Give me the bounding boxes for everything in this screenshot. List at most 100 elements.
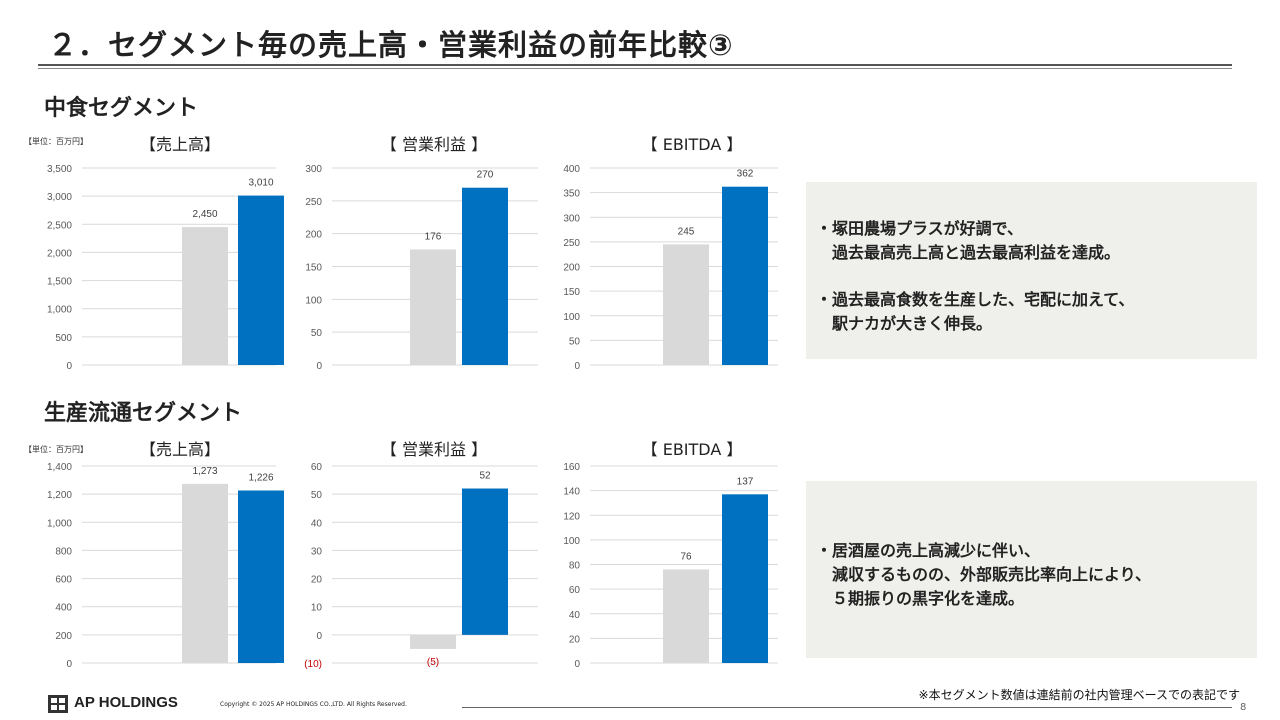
y-tick-label: 1,200 bbox=[47, 490, 72, 501]
note-line: 過去最高売上高と過去最高利益を達成。 bbox=[816, 243, 1121, 262]
y-tick-label: 200 bbox=[55, 631, 72, 642]
y-tick-label: 350 bbox=[563, 189, 580, 200]
y-tick-label: 40 bbox=[569, 610, 581, 621]
y-tick-label: 0 bbox=[66, 659, 72, 670]
y-tick-label: 800 bbox=[55, 546, 72, 557]
y-tick-label: 60 bbox=[311, 462, 323, 473]
data-label: 176 bbox=[425, 231, 442, 242]
y-tick-label: 100 bbox=[563, 312, 580, 323]
y-tick-label: 150 bbox=[305, 263, 322, 274]
y-tick-label: 400 bbox=[55, 603, 72, 614]
y-tick-label: 0 bbox=[574, 659, 580, 670]
bar-prev-year bbox=[663, 244, 709, 365]
y-tick-label: 200 bbox=[563, 263, 580, 274]
y-tick-label: 1,400 bbox=[47, 462, 72, 473]
y-tick-label: 120 bbox=[563, 511, 580, 522]
title-divider bbox=[38, 64, 1232, 66]
sales-chart-nakashoku: 0 500 1,000 1,500 2,000 2,500 3,000 3,500 2,450 3… bbox=[47, 164, 284, 372]
y-tick-label: 600 bbox=[55, 575, 72, 586]
chart-title-operating-profit: 【 営業利益 】 bbox=[380, 135, 488, 154]
y-tick-label: 300 bbox=[305, 164, 322, 175]
bar-prev-year bbox=[182, 227, 228, 365]
y-tick-label: 250 bbox=[305, 197, 322, 208]
y-tick-label: 3,500 bbox=[47, 164, 72, 175]
ebitda-chart-nakashoku: 0 50 100 150 200 250 300 350 400 245 362 bbox=[563, 164, 778, 372]
y-tick-label: 300 bbox=[563, 213, 580, 224]
copyright-text: Copyright © 2025 AP HOLDINGS CO.,LTD. Al… bbox=[220, 701, 407, 708]
ebitda-chart-production: 0 20 40 60 80 100 120 140 160 76 137 bbox=[563, 462, 778, 670]
operating-profit-chart-nakashoku: 0 50 100 150 200 250 300 176 270 bbox=[305, 164, 538, 372]
bar-prev-year bbox=[410, 634, 456, 649]
page-title: ２．セグメント毎の売上高・営業利益の前年比較③ bbox=[48, 28, 734, 62]
data-label: 1,226 bbox=[248, 472, 273, 483]
y-tick-label: 200 bbox=[305, 230, 322, 241]
data-label: (5) bbox=[427, 657, 439, 668]
company-logo-icon bbox=[48, 695, 68, 713]
bar-current-year bbox=[462, 187, 508, 365]
y-tick-label: 80 bbox=[569, 561, 581, 572]
y-tick-label: 2,000 bbox=[47, 248, 72, 259]
chart-title-ebitda: 【 EBITDA 】 bbox=[641, 440, 743, 459]
chart-title-ebitda: 【 EBITDA 】 bbox=[641, 135, 743, 154]
note-line: 駅ナカが大きく伸長。 bbox=[816, 314, 993, 333]
data-label: 2,450 bbox=[192, 209, 217, 220]
y-tick-label: (10) bbox=[304, 659, 322, 670]
bar-current-year bbox=[238, 490, 284, 663]
y-tick-label: 0 bbox=[66, 361, 72, 372]
y-tick-label: 160 bbox=[563, 462, 580, 473]
y-tick-label: 2,500 bbox=[47, 220, 72, 231]
chart-title-sales: 【売上高】 bbox=[139, 135, 220, 154]
note-line: ５期振りの黒字化を達成。 bbox=[816, 589, 1025, 608]
bar-current-year bbox=[722, 494, 768, 663]
y-tick-label: 500 bbox=[55, 333, 72, 344]
data-label: 76 bbox=[680, 551, 692, 562]
y-tick-label: 30 bbox=[311, 546, 323, 557]
y-tick-label: 1,500 bbox=[47, 277, 72, 288]
data-label: 3,010 bbox=[248, 178, 273, 189]
y-tick-label: 1,000 bbox=[47, 518, 72, 529]
note-line: ・過去最高食数を生産した、宅配に加えて、 bbox=[816, 290, 1135, 309]
sales-chart-production: 0 200 400 600 800 1,000 1,200 1,400 1,273 1,226 bbox=[47, 462, 284, 670]
y-tick-label: 100 bbox=[305, 295, 322, 306]
y-tick-label: 10 bbox=[311, 603, 323, 614]
chart-title-sales: 【売上高】 bbox=[139, 440, 220, 459]
y-tick-label: 20 bbox=[311, 575, 323, 586]
y-tick-label: 0 bbox=[316, 361, 322, 372]
operating-profit-chart-production: (10) 0 10 20 30 40 50 60 (5) 52 bbox=[304, 462, 538, 670]
y-tick-label: 3,000 bbox=[47, 192, 72, 203]
note-line: 減収するものの、外部販売比率向上により、 bbox=[816, 565, 1152, 584]
unit-note: 【単位：百万円】 bbox=[24, 445, 88, 454]
data-label: 245 bbox=[678, 226, 695, 237]
data-label: 52 bbox=[479, 471, 491, 482]
y-tick-label: 0 bbox=[574, 361, 580, 372]
bar-current-year bbox=[462, 488, 508, 635]
company-brand: AP HOLDINGS bbox=[74, 694, 178, 711]
section-title-nakashoku: 中食セグメント bbox=[44, 96, 199, 121]
y-tick-label: 0 bbox=[316, 631, 322, 642]
y-tick-label: 150 bbox=[563, 287, 580, 298]
bar-current-year bbox=[722, 186, 768, 365]
bar-current-year bbox=[238, 195, 284, 365]
unit-note: 【単位：百万円】 bbox=[24, 137, 88, 146]
chart-title-operating-profit: 【 営業利益 】 bbox=[380, 440, 488, 459]
data-label: 362 bbox=[737, 169, 754, 180]
data-label: 270 bbox=[477, 170, 494, 181]
y-tick-label: 400 bbox=[563, 164, 580, 175]
title-divider-thin bbox=[38, 68, 1232, 69]
bar-prev-year bbox=[410, 249, 456, 365]
section-title-production: 生産流通セグメント bbox=[44, 401, 243, 426]
y-tick-label: 50 bbox=[311, 490, 323, 501]
bar-prev-year bbox=[663, 569, 709, 663]
note-box-nakashoku: ・塚田農場プラスが好調で、 過去最高売上高と過去最高利益を達成。 ・過去最高食数… bbox=[806, 182, 1257, 359]
data-label: 1,273 bbox=[192, 466, 217, 477]
bar-prev-year bbox=[182, 483, 228, 663]
y-tick-label: 140 bbox=[563, 487, 580, 498]
note-line: ・居酒屋の売上高減少に伴い、 bbox=[816, 541, 1041, 560]
data-label: 137 bbox=[737, 476, 754, 487]
y-tick-label: 20 bbox=[569, 634, 581, 645]
y-tick-label: 60 bbox=[569, 585, 581, 596]
y-tick-label: 50 bbox=[311, 328, 323, 339]
footnote: ※本セグメント数値は連結前の社内管理ベースでの表記です bbox=[918, 688, 1240, 702]
page-number: 8 bbox=[1240, 702, 1247, 713]
note-line: ・塚田農場プラスが好調で、 bbox=[816, 219, 1024, 238]
